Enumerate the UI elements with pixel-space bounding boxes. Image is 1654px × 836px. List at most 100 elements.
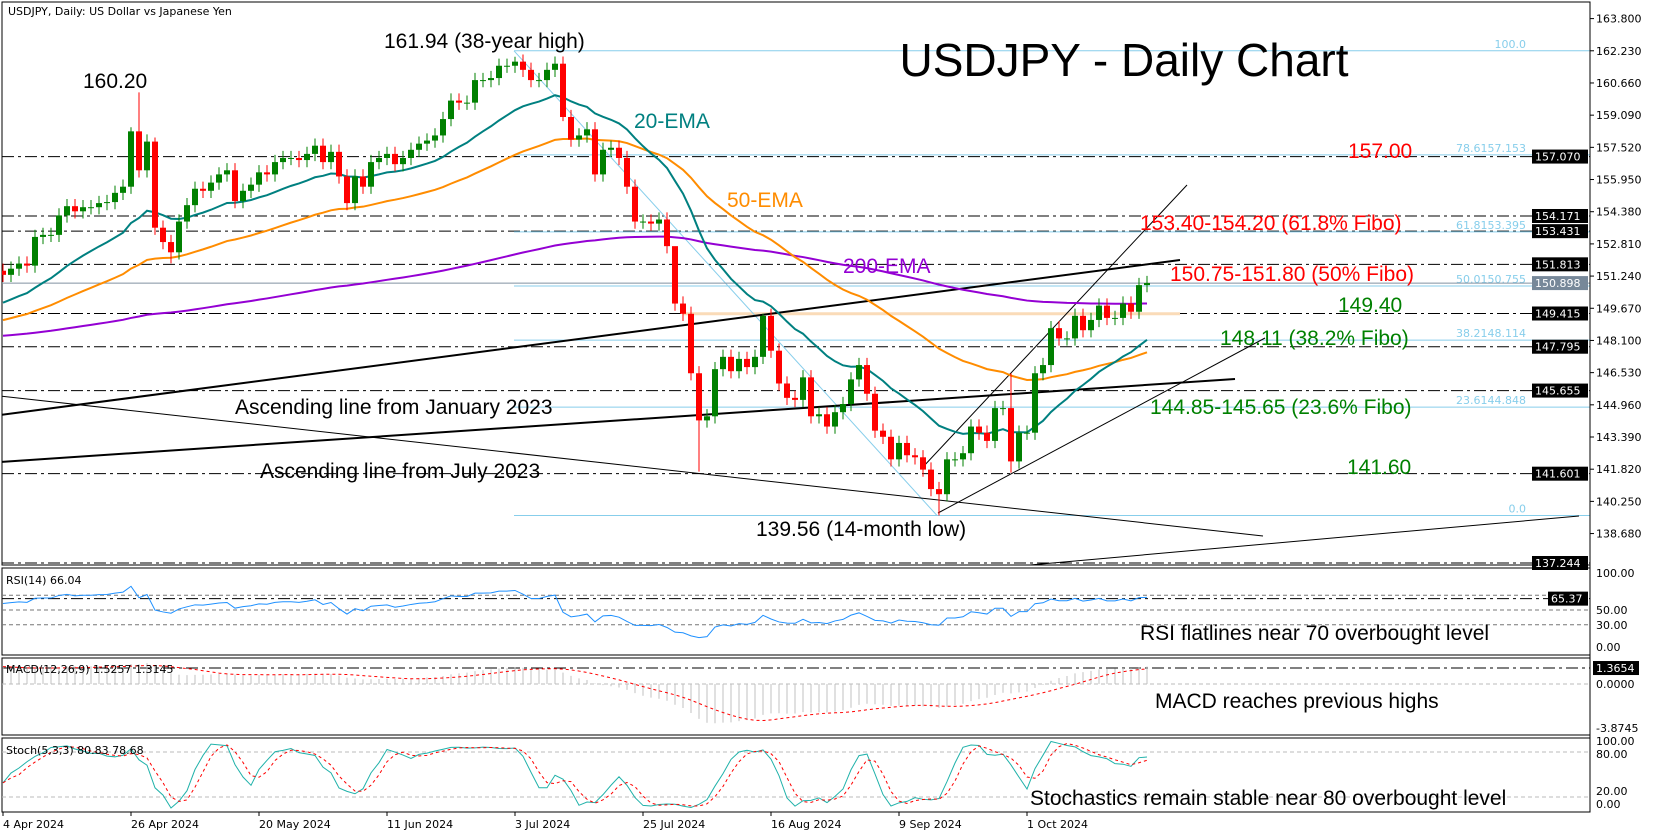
candle-body [72,206,78,212]
x-tick-label: 25 Jul 2024 [643,818,705,831]
candle-body [240,190,246,202]
rsi-line [2,585,1148,639]
candle-body [512,61,518,66]
candle [304,146,310,168]
candle [200,181,206,198]
candle-body [360,176,366,187]
candle [840,396,846,420]
candle-body [1112,317,1118,319]
candle [312,138,318,162]
candle-body [816,414,822,417]
candle-body [376,158,382,163]
stoch-tick-label: 100.00 [1596,735,1635,748]
y-tick-label: 151.240 [1596,270,1642,283]
candle [656,212,662,231]
candle [968,419,974,461]
candle-body [976,426,982,433]
candle-body [248,184,254,191]
annotation-157: 157.00 [1348,140,1412,163]
label-50-ema: 50-EMA [727,189,803,212]
candle-body [216,174,222,183]
candle [64,199,70,223]
candle [344,169,350,211]
candle-body [280,158,286,163]
candle [672,246,678,311]
candle [576,128,582,147]
candle-body [192,188,198,206]
candle-body [40,234,46,237]
candle-body [472,80,478,103]
level-price-label: 151.813 [1535,258,1581,271]
candle-body [568,117,574,140]
candle [120,179,126,201]
chart-title: USDJPY - Daily Chart [899,34,1348,86]
candle-body [1048,328,1054,366]
y-tick-label: 148.100 [1596,334,1642,347]
rsi-plot [2,585,1590,639]
candle [1008,373,1014,473]
candle [904,435,910,463]
candle-body [952,459,958,461]
ascending-line-january-2023 [2,259,1181,416]
candle-body [504,65,510,67]
level-price-label-box [1532,339,1588,354]
macd-current-box [1593,661,1639,676]
stoch-tick-label: 80.00 [1596,748,1628,761]
level-price-label: 141.601 [1535,468,1581,481]
candle [224,163,230,182]
candle [424,133,430,151]
candle-body [968,426,974,454]
candle-body [888,436,894,460]
candle [688,306,694,381]
candle-body [176,221,182,253]
candle-body [912,455,918,458]
candle [512,56,518,73]
rsi-note: RSI flatlines near 70 overbought level [1140,622,1489,645]
candle [912,448,918,465]
x-tick-label: 11 Jun 2024 [387,818,453,831]
candle-body [288,158,294,159]
candle [56,208,62,243]
candle-body [960,453,966,460]
candle [504,58,510,73]
candle [696,366,702,472]
candle [168,234,174,264]
candle [1128,296,1134,319]
candle [616,140,622,166]
candle-body [32,236,38,266]
stoch-tick-label: 20.00 [1596,785,1628,798]
candle-body [488,78,494,81]
candle-body [640,221,646,223]
candle [480,72,486,88]
y-tick-label: 157.520 [1596,141,1642,154]
candle [1088,312,1094,338]
candle [16,256,22,276]
candle-body [184,205,190,222]
candle [1040,357,1046,381]
candle [496,58,502,86]
candle [680,296,686,321]
candle-body [1120,303,1126,318]
candle [1032,366,1038,440]
candle-body [720,356,726,370]
candle-body [296,158,302,161]
candle [8,261,14,283]
candle [896,435,902,467]
candle-body [200,188,206,191]
candle [192,181,198,213]
candle-body [304,153,310,161]
candle-body [688,313,694,374]
candle-body [656,219,662,224]
candle-body [1024,432,1030,434]
stoch-k-line [2,740,1148,809]
candle-body [336,151,342,177]
y-tick-label: 152.810 [1596,238,1642,251]
rsi-tick-label: 30.00 [1596,619,1628,632]
candle-body [440,119,446,136]
level-price-label-box [1532,383,1588,398]
candle [928,462,934,497]
candle-body [128,131,134,187]
level-price-label: 147.795 [1535,341,1581,354]
y-tick-label: 141.820 [1596,463,1642,476]
